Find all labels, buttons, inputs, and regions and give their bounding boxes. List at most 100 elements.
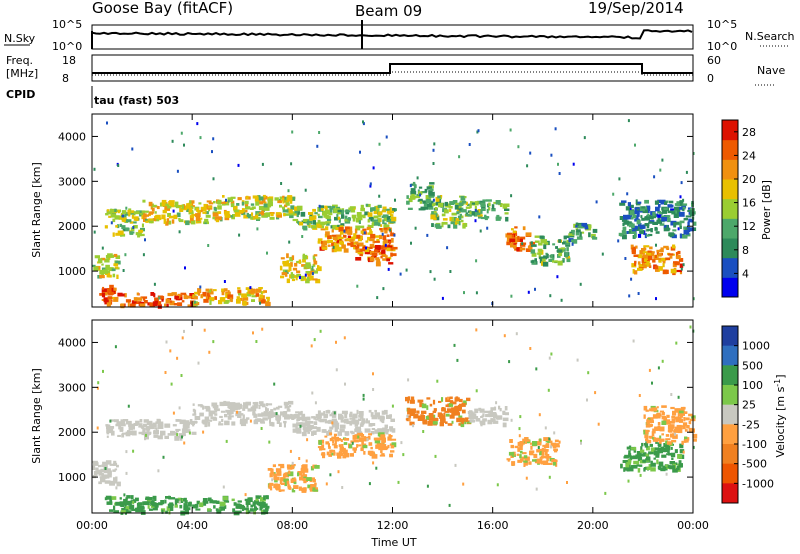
echo-cell (571, 242, 574, 246)
echo-cell (219, 506, 225, 509)
echo-cell (175, 419, 182, 422)
colorbar-tick-label: 500 (742, 359, 763, 372)
echo-cell (206, 419, 213, 422)
echo-cell (202, 405, 205, 410)
echo-cell (645, 435, 648, 439)
echo-cell (177, 297, 183, 301)
echo-cell (165, 510, 168, 514)
echo-cell (311, 391, 314, 395)
echo-cell (320, 412, 324, 416)
echo-cell (309, 216, 316, 221)
echo-cell (682, 450, 685, 454)
echo-cell (530, 445, 533, 450)
echo-cell (639, 225, 645, 229)
echo-cell (222, 195, 225, 198)
echo-cell (348, 444, 353, 449)
echo-cell (422, 419, 426, 424)
echo-cell (669, 465, 675, 470)
echo-cell (331, 242, 337, 247)
echo-cell (626, 231, 629, 234)
echo-cell (231, 215, 235, 220)
echo-cell (328, 429, 332, 433)
echo-cell (153, 434, 159, 438)
echo-cell (538, 250, 544, 255)
echo-cell (325, 482, 328, 486)
echo-cell (237, 405, 242, 409)
echo-cell (426, 397, 431, 400)
echo-cell (338, 227, 344, 232)
echo-cell (543, 242, 549, 245)
echo-cell (339, 240, 343, 245)
echo-cell (692, 221, 697, 226)
echo-cell (243, 214, 248, 219)
echo-cell (189, 200, 192, 204)
echo-cell (137, 233, 141, 238)
echo-cell (318, 131, 321, 134)
echo-cell (300, 467, 306, 473)
echo-cell (517, 238, 523, 242)
echo-cell (674, 429, 677, 434)
echo-cell (98, 481, 102, 485)
echo-cell (105, 460, 112, 465)
echo-cell (645, 453, 649, 457)
echo-cell (261, 510, 266, 515)
echo-cell (369, 238, 375, 242)
echo-cell (359, 150, 361, 154)
echo-cell (299, 422, 303, 427)
echo-cell (634, 262, 637, 266)
echo-cell (635, 199, 638, 204)
echo-cell (441, 222, 444, 228)
echo-cell (151, 208, 155, 212)
echo-cell (131, 431, 136, 434)
echo-cell (122, 214, 124, 218)
echo-cell (297, 211, 300, 215)
velocity-echoes (92, 325, 698, 516)
echo-cell (265, 212, 270, 217)
echo-cell (296, 274, 301, 278)
echo-cell (358, 428, 362, 434)
echo-cell (587, 371, 590, 375)
echo-cell (384, 243, 387, 247)
echo-cell (140, 296, 145, 299)
echo-cell (677, 454, 683, 459)
echo-cell (419, 403, 424, 406)
echo-cell (510, 243, 514, 248)
echo-cell (353, 246, 356, 250)
echo-cell (588, 224, 592, 229)
echo-cell (391, 253, 397, 257)
echo-cell (145, 497, 150, 500)
echo-cell (332, 440, 335, 443)
echo-cell (340, 223, 345, 227)
echo-cell (663, 417, 668, 421)
colorbar-cell (722, 139, 738, 160)
echo-cell (538, 448, 542, 452)
echo-cell (420, 191, 423, 194)
nsky-label: N.Sky (4, 32, 36, 45)
echo-cell (686, 437, 690, 441)
echo-cell (329, 473, 332, 477)
echo-cell (683, 217, 688, 221)
echo-cell (92, 465, 96, 470)
echo-cell (522, 438, 527, 442)
echo-cell (211, 402, 218, 407)
echo-cell (355, 234, 361, 239)
echo-cell (539, 459, 543, 464)
echo-cell (349, 413, 353, 418)
echo-cell (690, 218, 694, 223)
echo-cell (307, 273, 311, 277)
echo-cell (372, 219, 378, 222)
echo-cell (626, 192, 629, 196)
echo-cell (680, 267, 683, 271)
echo-cell (108, 292, 113, 296)
echo-cell (162, 455, 165, 459)
echo-cell (399, 272, 402, 276)
colorbar-cell (722, 404, 738, 425)
echo-cell (552, 260, 558, 263)
echo-cell (339, 209, 344, 215)
echo-cell (183, 329, 185, 333)
echo-cell (328, 212, 333, 216)
echo-cell (549, 294, 552, 298)
echo-cell (378, 221, 381, 227)
echo-cell (677, 209, 681, 214)
echo-cell (513, 236, 520, 242)
